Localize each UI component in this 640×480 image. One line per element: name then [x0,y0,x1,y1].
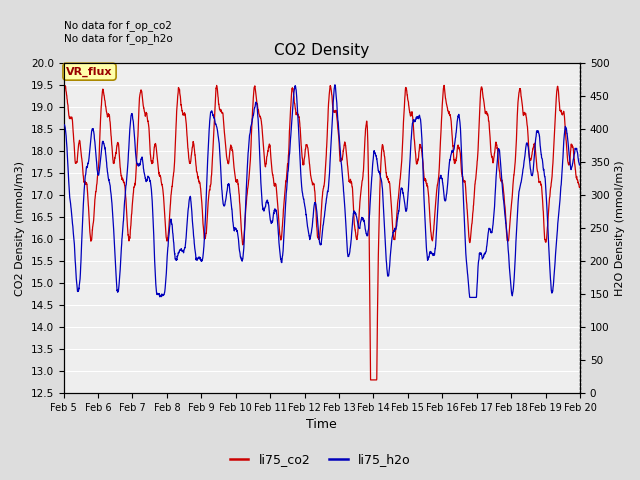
X-axis label: Time: Time [307,419,337,432]
Text: VR_flux: VR_flux [67,67,113,77]
Text: No data for f_op_co2
No data for f_op_h2o: No data for f_op_co2 No data for f_op_h2… [63,20,172,44]
Y-axis label: CO2 Density (mmol/m3): CO2 Density (mmol/m3) [15,161,25,296]
Y-axis label: H2O Density (mmol/m3): H2O Density (mmol/m3) [615,160,625,296]
Title: CO2 Density: CO2 Density [274,43,369,58]
Legend: li75_co2, li75_h2o: li75_co2, li75_h2o [225,448,415,471]
